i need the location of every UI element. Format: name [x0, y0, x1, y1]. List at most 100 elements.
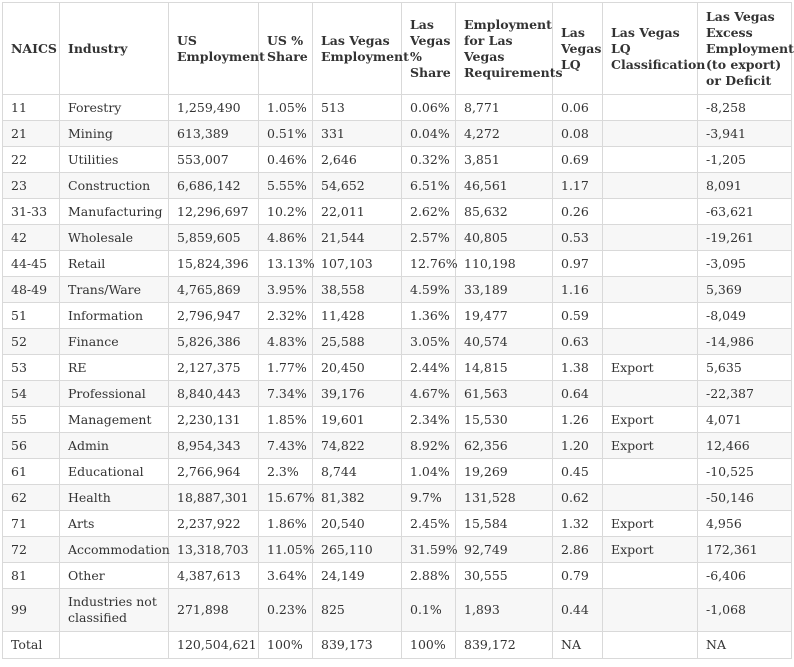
- lv-employment-cell: 24,149: [312, 562, 402, 589]
- lv-employment-cell: 513: [312, 94, 402, 121]
- lv-lq-classification-cell: Export: [602, 510, 698, 537]
- lv-employment-cell: 20,540: [312, 510, 402, 537]
- lv-lq-classification-cell: [602, 94, 698, 121]
- us-share-cell: 7.34%: [258, 380, 313, 407]
- table-row: 81 Other 4,387,613 3.64% 24,149 2.88% 30,555 0.…: [2, 562, 792, 589]
- lv-lq-classification-cell: [602, 276, 698, 303]
- lv-lq-cell: NA: [552, 631, 603, 659]
- lv-lq-cell: 1.26: [552, 406, 603, 433]
- us-employment-cell: 2,230,131: [168, 406, 259, 433]
- lv-requirements-cell: 131,528: [455, 484, 553, 511]
- lv-share-cell: 0.06%: [401, 94, 456, 121]
- lv-lq-classification-cell: [602, 120, 698, 147]
- header-naics: NAICS: [2, 2, 60, 95]
- table-row: 55 Management 2,230,131 1.85% 19,601 2.34% 15,…: [2, 406, 792, 433]
- lv-lq-cell: 1.20: [552, 432, 603, 459]
- table-row: 42 Wholesale 5,859,605 4.86% 21,544 2.57% 40,8…: [2, 224, 792, 251]
- lv-lq-classification-cell: [602, 146, 698, 173]
- naics-cell: 72: [2, 536, 60, 563]
- lv-requirements-cell: 4,272: [455, 120, 553, 147]
- industry-cell: Educational: [59, 458, 169, 485]
- lv-requirements-cell: 85,632: [455, 198, 553, 225]
- us-share-cell: 10.2%: [258, 198, 313, 225]
- lv-employment-cell: 21,544: [312, 224, 402, 251]
- table-row: 72 Accommodation 13,318,703 11.05% 265,110 31…: [2, 536, 792, 563]
- us-share-cell: 3.95%: [258, 276, 313, 303]
- header-industry: Industry: [59, 2, 169, 95]
- lv-employment-cell: 107,103: [312, 250, 402, 277]
- us-share-cell: 0.46%: [258, 146, 313, 173]
- lv-requirements-cell: 62,356: [455, 432, 553, 459]
- lv-excess-cell: -14,986: [697, 328, 792, 355]
- us-share-cell: 2.32%: [258, 302, 313, 329]
- us-share-cell: 0.23%: [258, 588, 313, 632]
- lv-lq-cell: 0.62: [552, 484, 603, 511]
- table-header: NAICS Industry US Employment US % Share …: [2, 2, 794, 95]
- lv-excess-cell: -1,068: [697, 588, 792, 632]
- lv-lq-classification-cell: [602, 198, 698, 225]
- naics-cell: 53: [2, 354, 60, 381]
- us-employment-cell: 2,766,964: [168, 458, 259, 485]
- lv-requirements-cell: 1,893: [455, 588, 553, 632]
- lv-share-cell: 0.1%: [401, 588, 456, 632]
- lv-employment-cell: 81,382: [312, 484, 402, 511]
- lv-excess-cell: -19,261: [697, 224, 792, 251]
- table-row: 51 Information 2,796,947 2.32% 11,428 1.36% 19…: [2, 302, 792, 329]
- us-employment-cell: 6,686,142: [168, 172, 259, 199]
- lv-employment-cell: 825: [312, 588, 402, 632]
- lv-lq-cell: 0.79: [552, 562, 603, 589]
- lv-lq-cell: 0.08: [552, 120, 603, 147]
- lv-requirements-cell: 40,574: [455, 328, 553, 355]
- industry-cell: Admin: [59, 432, 169, 459]
- us-employment-cell: 553,007: [168, 146, 259, 173]
- table-row: 11 Forestry 1,259,490 1.05% 513 0.06% 8,771 0.0…: [2, 94, 792, 121]
- industry-cell: Arts: [59, 510, 169, 537]
- table-row: 31-33 Manufacturing 12,296,697 10.2% 22,011 2…: [2, 198, 792, 225]
- lv-lq-cell: 2.86: [552, 536, 603, 563]
- lv-share-cell: 2.62%: [401, 198, 456, 225]
- industry-cell: Other: [59, 562, 169, 589]
- us-employment-cell: 15,824,396: [168, 250, 259, 277]
- lv-share-cell: 1.36%: [401, 302, 456, 329]
- lv-excess-cell: 172,361: [697, 536, 792, 563]
- naics-cell: 62: [2, 484, 60, 511]
- header-lv-excess: Las Vegas Excess Employment (to export) …: [697, 2, 794, 95]
- lv-lq-classification-cell: [602, 484, 698, 511]
- us-share-cell: 13.13%: [258, 250, 315, 277]
- lv-lq-cell: 0.53: [552, 224, 603, 251]
- lv-employment-cell: 2,646: [312, 146, 402, 173]
- naics-cell: 56: [2, 432, 60, 459]
- lv-excess-cell: NA: [697, 631, 792, 659]
- lv-requirements-cell: 110,198: [455, 250, 553, 277]
- table-row: 23 Construction 6,686,142 5.55% 54,652 6.51% 4…: [2, 172, 792, 199]
- lv-share-cell: 6.51%: [401, 172, 456, 199]
- us-employment-cell: 18,887,301: [168, 484, 259, 511]
- lv-lq-cell: 0.69: [552, 146, 603, 173]
- lv-lq-cell: 1.16: [552, 276, 603, 303]
- table-row: 61 Educational 2,766,964 2.3% 8,744 1.04% 19,2…: [2, 458, 792, 485]
- table-row: 48-49 Trans/Ware 4,765,869 3.95% 38,558 4.59%…: [2, 276, 792, 303]
- industry-cell: Health: [59, 484, 169, 511]
- us-employment-cell: 4,387,613: [168, 562, 259, 589]
- lv-lq-classification-cell: [602, 380, 698, 407]
- lv-share-cell: 0.32%: [401, 146, 456, 173]
- lv-excess-cell: 4,956: [697, 510, 792, 537]
- us-employment-cell: 12,296,697: [168, 198, 259, 225]
- lv-share-cell: 4.67%: [401, 380, 456, 407]
- us-share-cell: 1.77%: [258, 354, 313, 381]
- lv-share-cell: 100%: [401, 631, 456, 659]
- lv-share-cell: 4.59%: [401, 276, 456, 303]
- lv-excess-cell: 5,635: [697, 354, 792, 381]
- industry-cell: Manufacturing: [59, 198, 169, 225]
- lv-requirements-cell: 8,771: [455, 94, 553, 121]
- lv-employment-cell: 265,110: [312, 536, 402, 563]
- lv-requirements-cell: 14,815: [455, 354, 553, 381]
- us-employment-cell: 13,318,703: [168, 536, 259, 563]
- lv-lq-classification-cell: Export: [602, 536, 698, 563]
- us-share-cell: 100%: [258, 631, 313, 659]
- us-employment-cell: 613,389: [168, 120, 259, 147]
- industry-cell: Retail: [59, 250, 169, 277]
- table-row: 54 Professional 8,840,443 7.34% 39,176 4.67% 6…: [2, 380, 792, 407]
- industry-cell: Professional: [59, 380, 169, 407]
- us-share-cell: 1.05%: [258, 94, 313, 121]
